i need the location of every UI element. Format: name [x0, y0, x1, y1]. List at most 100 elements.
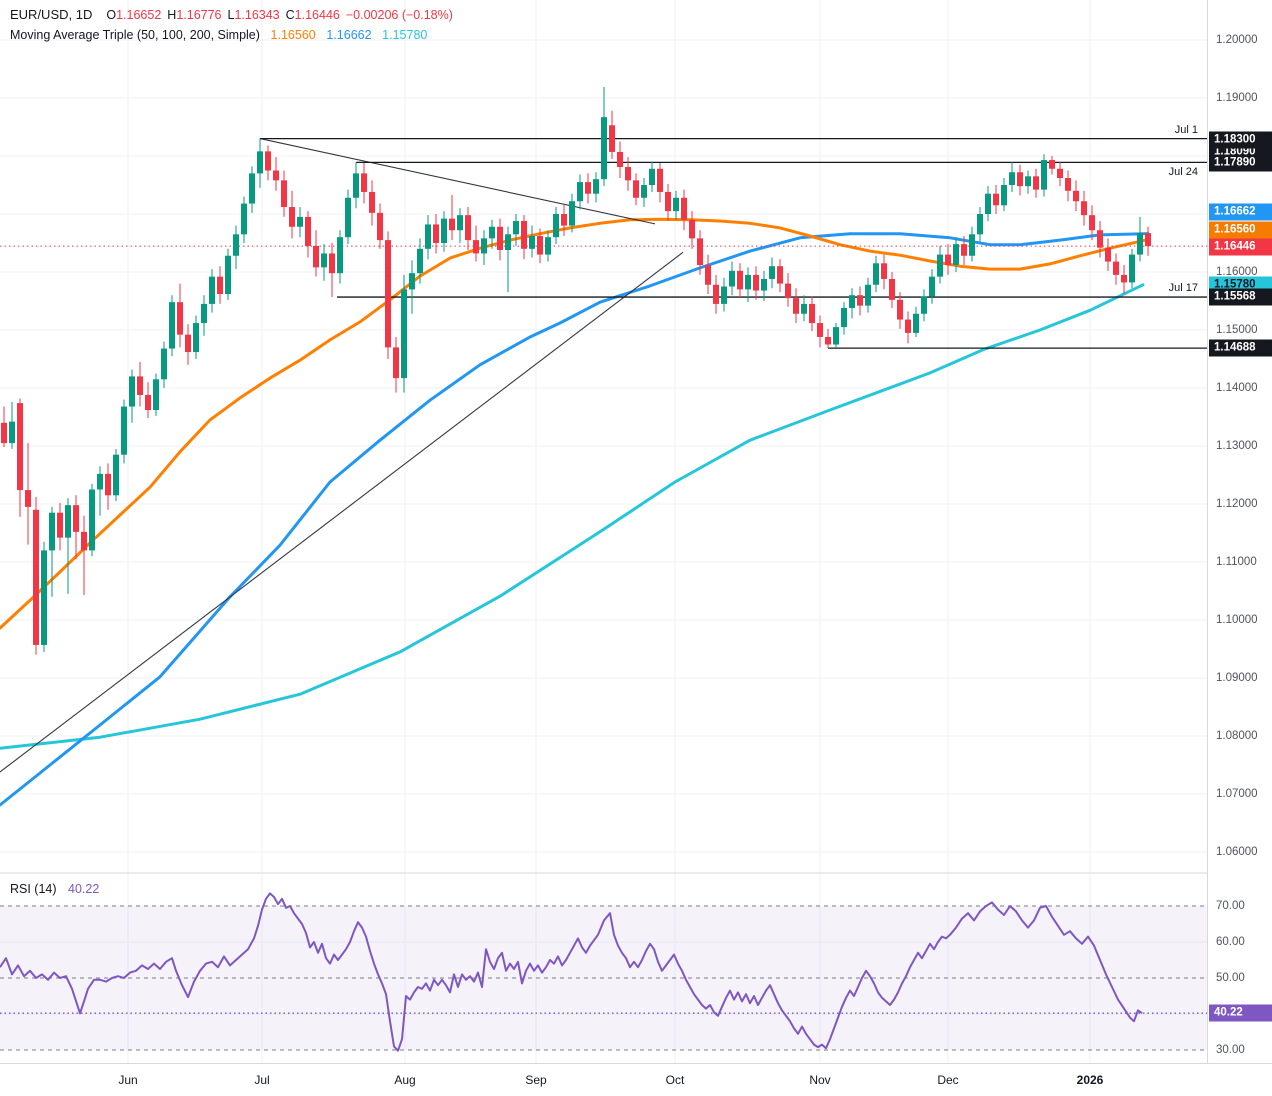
- candle-body[interactable]: [73, 505, 79, 532]
- candle-body[interactable]: [689, 219, 695, 239]
- candle-body[interactable]: [129, 376, 135, 407]
- candle-body[interactable]: [553, 214, 559, 238]
- candle-body[interactable]: [41, 550, 47, 645]
- candle-body[interactable]: [249, 173, 255, 204]
- candle-body[interactable]: [577, 182, 583, 202]
- candle-body[interactable]: [809, 303, 815, 324]
- candle-body[interactable]: [793, 298, 799, 314]
- candle-body[interactable]: [161, 348, 167, 380]
- symbol-legend-row[interactable]: EUR/USD, 1D O1.16652 H1.16776 L1.16343 C1.16…: [10, 5, 453, 25]
- candle-body[interactable]: [449, 218, 455, 231]
- candle-body[interactable]: [121, 406, 127, 455]
- candle-body[interactable]: [457, 215, 463, 231]
- candle-body[interactable]: [433, 224, 439, 243]
- candle-body[interactable]: [337, 237, 343, 274]
- candle-body[interactable]: [881, 263, 887, 279]
- candle-body[interactable]: [497, 226, 503, 250]
- candle-body[interactable]: [329, 253, 335, 274]
- price-scale[interactable]: 1.20000 1.19000 1.16000 1.15000 1.14000 1.130…: [1207, 0, 1272, 1063]
- candle-body[interactable]: [1081, 201, 1087, 216]
- candle-body[interactable]: [1073, 190, 1079, 202]
- candle-body[interactable]: [257, 151, 263, 174]
- candle-body[interactable]: [905, 319, 911, 333]
- candle-body[interactable]: [1025, 176, 1031, 187]
- candle-body[interactable]: [481, 238, 487, 254]
- candle-body[interactable]: [1009, 172, 1015, 185]
- candle-body[interactable]: [513, 220, 519, 235]
- candle-body[interactable]: [681, 197, 687, 220]
- candle-body[interactable]: [65, 505, 71, 538]
- candle-body[interactable]: [561, 214, 567, 226]
- candle-body[interactable]: [953, 244, 959, 266]
- candle-body[interactable]: [897, 299, 903, 320]
- candle-body[interactable]: [321, 253, 327, 268]
- candle-body[interactable]: [225, 255, 231, 295]
- candle-body[interactable]: [673, 197, 679, 212]
- candle-body[interactable]: [145, 394, 151, 411]
- candle-body[interactable]: [353, 173, 359, 198]
- candle-body[interactable]: [401, 289, 407, 379]
- candle-body[interactable]: [657, 168, 663, 192]
- candle-body[interactable]: [585, 182, 591, 194]
- candle-body[interactable]: [713, 284, 719, 304]
- candle-body[interactable]: [465, 215, 471, 241]
- candle-body[interactable]: [385, 240, 391, 348]
- candle-body[interactable]: [97, 473, 103, 490]
- candle-body[interactable]: [625, 167, 631, 181]
- candle-body[interactable]: [489, 226, 495, 239]
- candle-body[interactable]: [1065, 178, 1071, 191]
- candle-body[interactable]: [537, 236, 543, 255]
- candle-body[interactable]: [105, 473, 111, 496]
- candle-body[interactable]: [409, 273, 415, 290]
- candle-body[interactable]: [785, 283, 791, 299]
- candle-body[interactable]: [569, 201, 575, 226]
- candle-body[interactable]: [89, 489, 95, 551]
- candle-body[interactable]: [665, 191, 671, 212]
- candle-body[interactable]: [545, 237, 551, 255]
- candle-body[interactable]: [177, 302, 183, 335]
- candle-body[interactable]: [1017, 172, 1023, 187]
- candle-body[interactable]: [241, 203, 247, 235]
- candle-body[interactable]: [961, 244, 967, 256]
- candle-body[interactable]: [937, 254, 943, 277]
- candle-body[interactable]: [1057, 168, 1063, 179]
- candle-body[interactable]: [217, 276, 223, 295]
- rsi-title[interactable]: RSI (14): [10, 882, 57, 896]
- candle-body[interactable]: [305, 216, 311, 246]
- candle-body[interactable]: [985, 193, 991, 214]
- candle-body[interactable]: [841, 307, 847, 328]
- candle-body[interactable]: [1105, 247, 1111, 262]
- symbol-title[interactable]: EUR/USD, 1D: [10, 7, 93, 22]
- candle-body[interactable]: [417, 248, 423, 274]
- candle-body[interactable]: [857, 295, 863, 306]
- candle-body[interactable]: [33, 509, 39, 645]
- candle-body[interactable]: [233, 234, 239, 256]
- candle-body[interactable]: [977, 214, 983, 235]
- candle-body[interactable]: [529, 236, 535, 249]
- candle-body[interactable]: [729, 270, 735, 287]
- candle-body[interactable]: [289, 207, 295, 227]
- candle-body[interactable]: [737, 270, 743, 290]
- candle-body[interactable]: [9, 421, 15, 444]
- candle-body[interactable]: [369, 191, 375, 213]
- candle-body[interactable]: [849, 295, 855, 308]
- candle-body[interactable]: [913, 313, 919, 333]
- candle-body[interactable]: [209, 276, 215, 304]
- candle-body[interactable]: [1137, 233, 1143, 255]
- candle-body[interactable]: [1113, 261, 1119, 275]
- candle-body[interactable]: [297, 216, 303, 227]
- candle-body[interactable]: [81, 531, 87, 551]
- candle-body[interactable]: [1049, 160, 1055, 169]
- candle-body[interactable]: [753, 274, 759, 291]
- candle-body[interactable]: [1145, 233, 1151, 247]
- candle-body[interactable]: [393, 347, 399, 379]
- indicator-legend-row[interactable]: Moving Average Triple (50, 100, 200, Sim…: [10, 25, 453, 45]
- candle-body[interactable]: [265, 151, 271, 171]
- candle-body[interactable]: [473, 240, 479, 254]
- candle-body[interactable]: [1097, 230, 1103, 248]
- candle-body[interactable]: [153, 379, 159, 411]
- candle-body[interactable]: [921, 296, 927, 314]
- candle-body[interactable]: [697, 238, 703, 266]
- candle-body[interactable]: [1121, 274, 1127, 283]
- candle-body[interactable]: [1, 422, 7, 444]
